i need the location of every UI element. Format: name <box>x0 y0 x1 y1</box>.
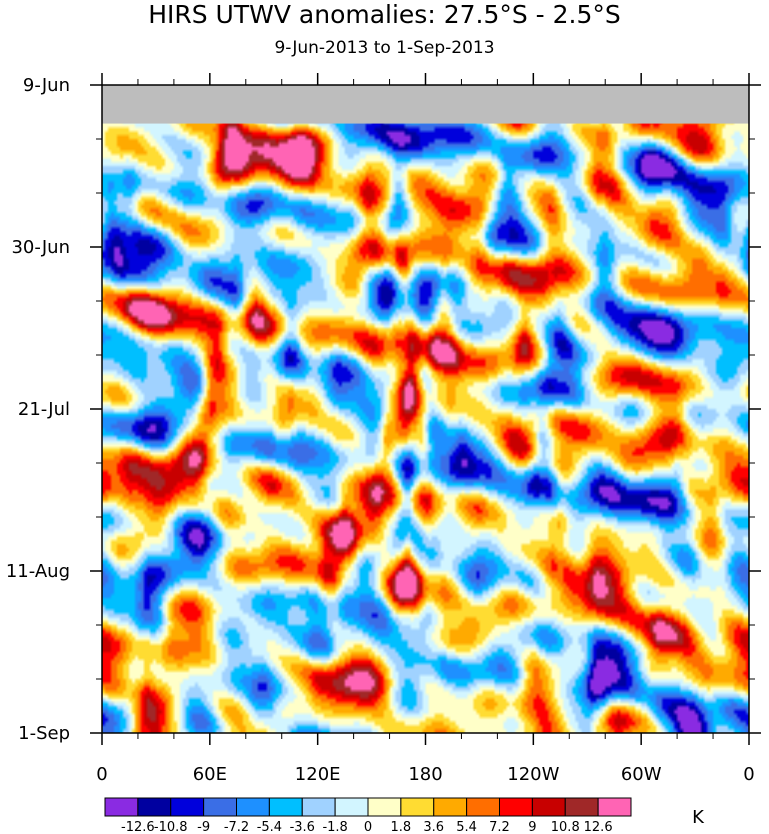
x-tick-label: 180 <box>408 764 442 785</box>
colorbar-label: 7.2 <box>489 820 510 834</box>
colorbar-label: 9 <box>528 820 536 834</box>
colorbar: -12.6 -10.8 -9 -7.2 -5.4 -3.6 -1.8 0 1.8 3.6 5.4 7.… <box>104 797 632 834</box>
colorbar-label: 0 <box>364 820 372 834</box>
x-tick-label: 120W <box>507 764 559 785</box>
colorbar-label: -9 <box>197 820 210 834</box>
colorbar-swatch <box>236 797 270 817</box>
colorbar-swatch <box>137 797 172 817</box>
colorbar-swatch <box>597 797 632 817</box>
colorbar-label: 5.4 <box>456 820 477 834</box>
colorbar-label: -10.8 <box>154 820 188 834</box>
colorbar-swatch <box>367 797 402 817</box>
y-tick-label: 21-Jul <box>18 399 70 420</box>
y-tick-label: 9-Jun <box>23 75 70 96</box>
colorbar-swatch <box>203 797 237 817</box>
y-tick-label: 11-Aug <box>6 561 70 582</box>
x-tick-label: 0 <box>96 764 107 785</box>
colorbar-label: -3.6 <box>290 820 315 834</box>
colorbar-label: 12.6 <box>584 820 613 834</box>
x-tick-label: 60E <box>193 764 227 785</box>
colorbar-unit-label: K <box>692 807 705 828</box>
colorbar-label: 3.6 <box>423 820 444 834</box>
colorbar-swatch <box>334 797 369 817</box>
x-tick-label: 60W <box>621 764 662 785</box>
x-tick-label: 0 <box>743 764 754 785</box>
y-tick-label: 30-Jun <box>11 237 70 258</box>
colorbar-label: -1.8 <box>322 820 347 834</box>
colorbar-swatch <box>564 797 599 817</box>
x-tick-label: 120E <box>295 764 341 785</box>
x-axis: 0 60E 120E 180 120W 60W 0 <box>96 73 755 785</box>
anomaly-field <box>102 85 749 733</box>
colorbar-swatch <box>268 797 303 817</box>
colorbar-label: 10.8 <box>551 820 580 834</box>
colorbar-label: -12.6 <box>121 820 155 834</box>
y-tick-label: 1-Sep <box>18 723 70 744</box>
chart-subtitle: 9-Jun-2013 to 1-Sep-2013 <box>274 38 495 58</box>
colorbar-swatch <box>433 797 468 817</box>
colorbar-label: 1.8 <box>391 820 412 834</box>
colorbar-swatch <box>104 797 139 817</box>
colorbar-label: -7.2 <box>224 820 249 834</box>
colorbar-swatch <box>466 797 500 817</box>
colorbar-swatch <box>531 797 566 817</box>
colorbar-swatch <box>301 797 336 817</box>
anomaly-field-image <box>102 85 749 733</box>
colorbar-swatch <box>400 797 435 817</box>
colorbar-label: -5.4 <box>257 820 282 834</box>
missing-data-band <box>102 85 749 124</box>
colorbar-swatch <box>499 797 533 817</box>
y-axis: 9-Jun 30-Jun 21-Jul 11-Aug 1-Sep <box>6 75 761 744</box>
colorbar-swatch <box>170 797 205 817</box>
chart-title: HIRS UTWV anomalies: 27.5°S - 2.5°S <box>148 0 621 29</box>
